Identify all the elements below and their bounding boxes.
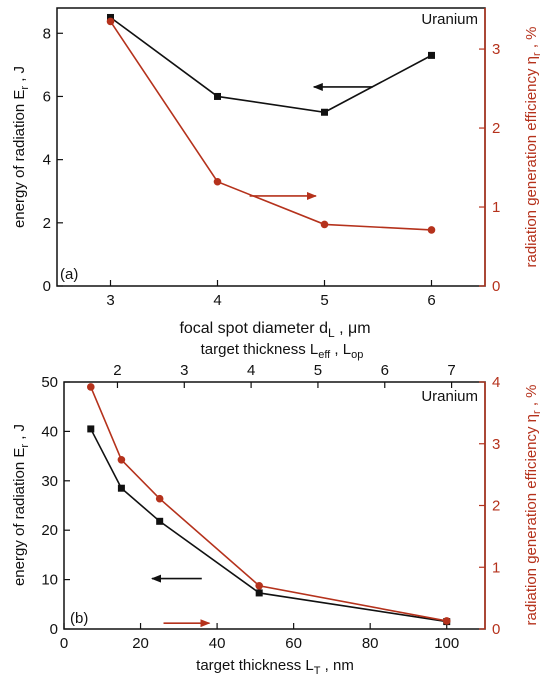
y-left-tick-label: 4 <box>43 152 51 169</box>
data-point-square <box>428 51 435 59</box>
series-line-right <box>109 20 432 231</box>
x-tick-label: 100 <box>434 635 459 652</box>
data-point-circle <box>155 494 164 503</box>
x-tick-label: 60 <box>285 635 302 652</box>
y-left-tick-label: 0 <box>43 278 51 295</box>
x-axis-top-label-b: target thickness Leff , Lop <box>201 341 364 361</box>
x-tick-label: 3 <box>106 292 114 309</box>
x-ticks-top-b: 2 3 4 5 6 7 <box>113 362 456 388</box>
data-point-square <box>117 484 125 492</box>
y-right-tick-label: 4 <box>492 374 500 391</box>
data-point-circle <box>427 226 436 234</box>
y-left-tick-label: 0 <box>50 621 58 638</box>
y-right-tick-label: 0 <box>492 278 500 295</box>
panel-label-a: (a) <box>60 266 78 283</box>
plot-frame-a <box>56 7 486 287</box>
y-left-tick-label: 6 <box>43 88 51 105</box>
x-axis-label-a: focal spot diameter dL , μm <box>179 320 370 340</box>
x-tick-label: 0 <box>60 635 68 652</box>
y-right-tick-label: 2 <box>492 120 500 137</box>
plot-frame-b <box>63 381 486 630</box>
y-right-tick-label: 1 <box>492 559 500 576</box>
data-point-square <box>214 92 221 100</box>
series-group-b <box>86 383 451 626</box>
y-left-tick-label: 50 <box>41 374 58 391</box>
y-left-tick-label: 2 <box>43 215 51 232</box>
x-tick-label: 6 <box>427 292 435 309</box>
panel-label-b: (b) <box>70 610 88 627</box>
y-left-tick-label: 10 <box>41 572 58 589</box>
data-point-square <box>255 589 263 597</box>
y-right-tick-label: 0 <box>492 621 500 638</box>
data-point-circle <box>442 617 451 625</box>
chart-panel-b: 0 20 40 60 80 100 2 3 4 5 6 7 0 10 20 30 40 50 0 1 2 3 4 Ur… <box>11 341 543 677</box>
y-right-tick-label: 3 <box>492 41 500 58</box>
y-right-tick-label: 3 <box>492 436 500 453</box>
y-left-tick-label: 30 <box>41 473 58 490</box>
data-point-circle <box>106 17 115 26</box>
data-point-square <box>87 425 95 433</box>
data-point-square <box>156 517 164 525</box>
x-top-tick-label: 7 <box>447 362 455 379</box>
data-point-circle <box>255 581 263 590</box>
y-axis-right-label-a: radiation generation efficiency ηr , % <box>523 26 543 267</box>
x-tick-label: 80 <box>362 635 379 652</box>
y-axis-right-label-b: radiation generation efficiency ηr , % <box>523 384 543 625</box>
data-point-circle <box>86 383 95 391</box>
y-ticks-right-a: 0 1 2 3 <box>479 41 500 295</box>
x-top-tick-label: 2 <box>113 362 121 379</box>
x-top-tick-label: 6 <box>381 362 389 379</box>
material-label-b: Uranium <box>421 388 478 405</box>
x-tick-label: 40 <box>209 635 226 652</box>
data-point-circle <box>117 456 126 464</box>
x-top-tick-label: 3 <box>180 362 188 379</box>
material-label-a: Uranium <box>421 11 478 28</box>
series-line-left <box>110 16 432 114</box>
chart-panel-a: 3 4 5 6 0 2 4 6 8 0 1 2 3 Uranium (a) focal spot d… <box>11 7 543 340</box>
x-axis-label-b: target thickness LT , nm <box>196 657 354 677</box>
y-left-tick-label: 8 <box>43 25 51 42</box>
x-top-tick-label: 5 <box>314 362 322 379</box>
y-ticks-left-b: 0 10 20 30 40 50 <box>41 374 70 638</box>
y-right-tick-label: 1 <box>492 199 500 216</box>
data-point-circle <box>213 177 222 186</box>
y-left-tick-label: 20 <box>41 522 58 539</box>
y-left-tick-label: 40 <box>41 423 58 440</box>
y-ticks-right-b: 0 1 2 3 4 <box>479 374 500 638</box>
y-axis-left-label-a: energy of radiation Er , J <box>11 66 31 228</box>
x-top-tick-label: 4 <box>247 362 255 379</box>
x-ticks-a: 3 4 5 6 <box>106 280 436 309</box>
y-right-tick-label: 2 <box>492 498 500 515</box>
data-point-square <box>321 108 328 116</box>
series-line-right <box>90 386 447 622</box>
data-point-square <box>107 13 114 21</box>
arrows-group-a <box>249 82 373 200</box>
data-point-circle <box>320 220 329 229</box>
arrows-group-b <box>151 574 211 628</box>
x-tick-label: 4 <box>213 292 221 309</box>
x-ticks-b: 0 20 40 60 80 100 <box>60 623 459 652</box>
x-tick-label: 5 <box>320 292 328 309</box>
series-group-a <box>106 13 436 234</box>
y-ticks-left-a: 0 2 4 6 8 <box>43 25 63 295</box>
y-axis-left-label-b: energy of radiation Er , J <box>11 424 31 586</box>
series-line-left <box>90 428 447 623</box>
x-tick-label: 20 <box>132 635 149 652</box>
